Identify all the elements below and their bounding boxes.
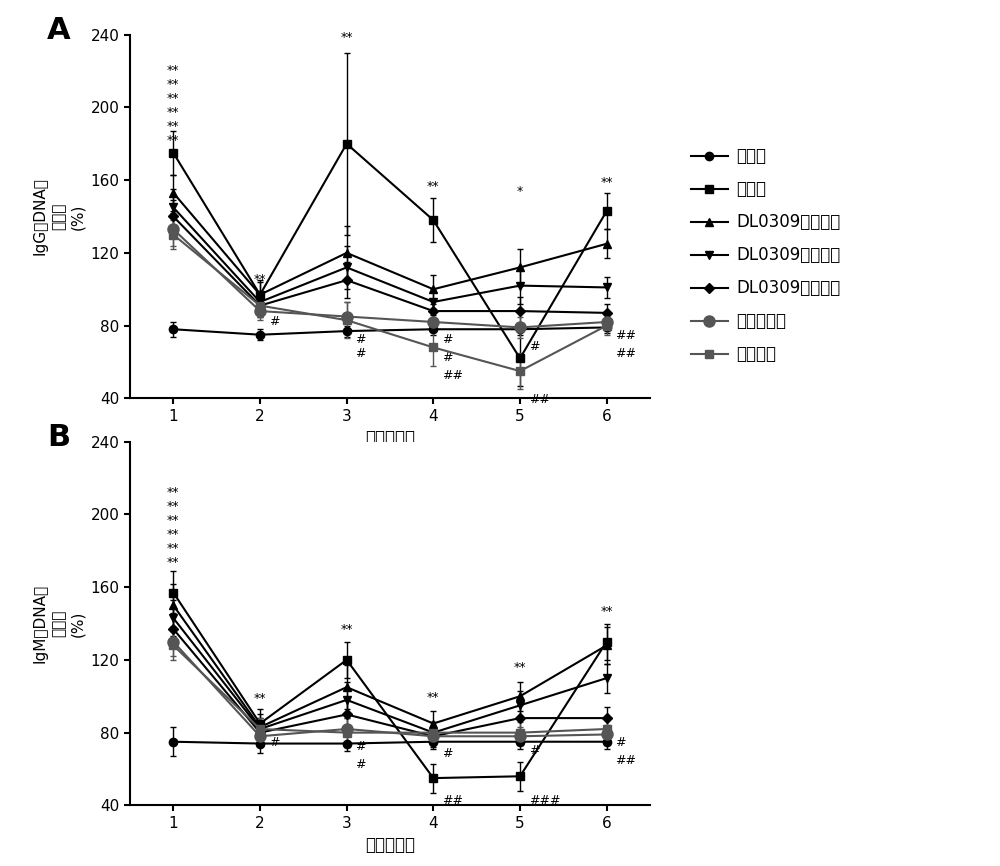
Y-axis label: IgG型DNA自
身抗体
(%): IgG型DNA自 身抗体 (%)	[33, 178, 85, 255]
Text: **
**
**
**
**
**: ** ** ** ** ** **	[167, 64, 180, 147]
Text: A: A	[47, 16, 70, 45]
Text: #: #	[529, 340, 539, 353]
Text: #: #	[269, 314, 279, 327]
Text: **: **	[600, 605, 613, 618]
Text: #: #	[355, 758, 366, 771]
Text: **: **	[514, 662, 526, 675]
Text: **: **	[340, 624, 353, 637]
Legend: 对照组, 模型组, DL0309低剂量组, DL0309中剂量组, DL0309高剂量组, 阳司匹林组, 泼尼松组: 对照组, 模型组, DL0309低剂量组, DL0309中剂量组, DL0309…	[684, 141, 847, 370]
Text: **: **	[340, 30, 353, 43]
Text: **: **	[254, 692, 266, 705]
Text: ##: ##	[615, 754, 636, 767]
Text: B: B	[47, 423, 70, 452]
Text: #: #	[355, 347, 366, 360]
Text: ##: ##	[529, 393, 550, 406]
Text: **: **	[427, 690, 440, 703]
Text: ##: ##	[442, 369, 463, 382]
Text: **: **	[600, 176, 613, 190]
Y-axis label: IgM型DNA自
身抗体
(%): IgM型DNA自 身抗体 (%)	[33, 584, 85, 663]
X-axis label: 时间（月）: 时间（月）	[365, 837, 415, 855]
Text: **: **	[427, 180, 440, 193]
Text: #: #	[355, 740, 366, 753]
Text: #: #	[442, 333, 452, 346]
Text: #: #	[529, 744, 539, 757]
Text: #: #	[442, 351, 452, 364]
Text: #: #	[615, 736, 626, 749]
Text: **
**
**
**
**
**: ** ** ** ** ** **	[167, 486, 180, 569]
Text: **: **	[254, 273, 266, 286]
Text: #: #	[442, 747, 452, 760]
X-axis label: 时间（月）: 时间（月）	[365, 430, 415, 448]
Text: ##: ##	[442, 794, 463, 807]
Text: ###: ###	[529, 794, 560, 807]
Text: *: *	[517, 185, 523, 198]
Text: #: #	[269, 736, 279, 749]
Text: #: #	[355, 333, 366, 346]
Text: ##: ##	[615, 329, 636, 342]
Text: ##: ##	[615, 347, 636, 360]
